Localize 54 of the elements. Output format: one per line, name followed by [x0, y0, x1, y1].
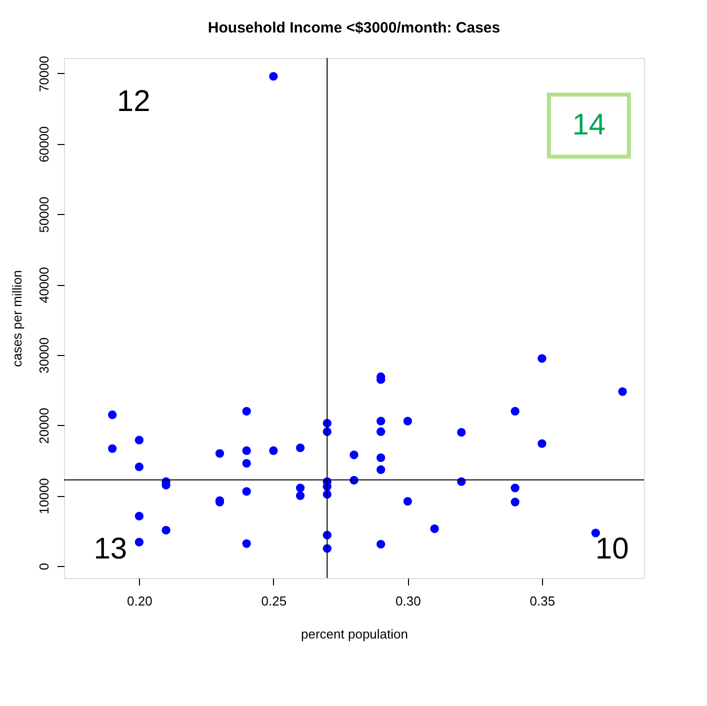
point [376, 540, 386, 549]
x-tick-label: 0.20 [127, 594, 152, 608]
point [618, 387, 627, 396]
point [296, 444, 305, 452]
point [242, 446, 251, 455]
x-axis-title: percent population [301, 626, 408, 642]
point [134, 538, 144, 546]
point [538, 439, 546, 448]
point [403, 496, 412, 506]
annotation: 10 [595, 532, 629, 566]
point [108, 410, 117, 420]
y-tick-label: 70000 [36, 56, 52, 92]
point [269, 72, 278, 81]
point [242, 487, 251, 496]
point [376, 465, 386, 474]
point [296, 484, 305, 492]
y-tick-label: 0 [36, 562, 52, 570]
point [538, 354, 546, 363]
y-tick-label: 10000 [36, 478, 52, 514]
point [296, 491, 305, 500]
point [108, 444, 117, 453]
point [242, 539, 251, 548]
point [350, 450, 358, 460]
point [242, 406, 251, 416]
point [376, 453, 386, 462]
point [457, 428, 466, 437]
point [134, 462, 144, 472]
point [162, 526, 170, 534]
point [510, 498, 520, 506]
chart-title: Household Income <$3000/month: Cases [208, 19, 500, 36]
point [242, 458, 251, 468]
annotation: 12 [116, 85, 150, 118]
x-tick-label: 0.35 [530, 594, 556, 608]
y-axis-title: cases per million [10, 270, 24, 367]
x-tick-label: 0.30 [396, 594, 421, 608]
y-tick-label: 50000 [36, 196, 52, 233]
point [215, 449, 224, 458]
point [269, 446, 278, 455]
point [134, 512, 144, 520]
point [591, 528, 600, 538]
point [430, 524, 439, 534]
x-tick-label: 0.25 [261, 594, 287, 608]
point [510, 484, 520, 492]
point [510, 406, 520, 416]
annotation: 13 [94, 532, 128, 566]
point [134, 436, 144, 444]
y-tick-label: 60000 [36, 126, 52, 162]
y-tick-label: 20000 [36, 408, 52, 444]
annotation: 14 [572, 108, 606, 142]
point [376, 416, 386, 426]
point [376, 427, 386, 436]
y-tick-label: 40000 [36, 267, 52, 304]
point [403, 416, 412, 426]
y-tick-label: 30000 [36, 337, 52, 374]
